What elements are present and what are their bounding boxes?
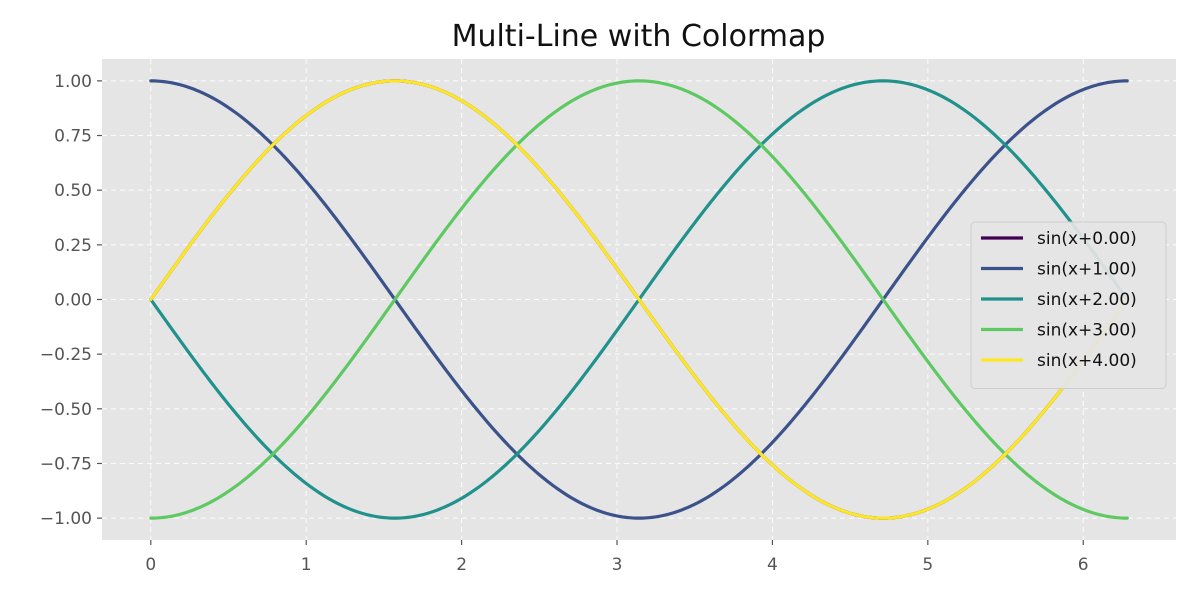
legend: sin(x+0.00) sin(x+1.00) sin(x+2.00) sin(x+3… [970,221,1167,389]
legend-label: sin(x+3.00) [1037,321,1137,341]
y-tick-label: 0.75 [54,127,92,147]
x-tick-label: 0 [145,555,156,575]
x-axis-ticks: 0 1 2 3 4 5 6 [145,540,1089,575]
legend-label: sin(x+1.00) [1037,260,1137,280]
y-axis-ticks: 1.00 0.75 0.50 0.25 0.00 −0.25 −0.50 −0.75 −1.00 [40,72,102,529]
x-tick-label: 1 [301,555,312,575]
x-tick-label: 5 [922,555,933,575]
y-tick-label: −1.00 [40,509,92,529]
x-tick-label: 4 [767,555,778,575]
x-tick-label: 3 [612,555,623,575]
series-line-1 [149,79,1129,520]
legend-box [970,221,1167,389]
y-tick-label: 0.00 [54,291,92,311]
y-tick-label: 1.00 [54,72,92,92]
chart-title: Multi-Line with Colormap [452,19,826,54]
y-tick-label: 0.50 [54,181,92,201]
y-tick-label: −0.25 [40,345,92,365]
series-line-4 [149,79,1129,520]
x-tick-label: 6 [1078,555,1089,575]
legend-label: sin(x+2.00) [1037,290,1137,310]
legend-label: sin(x+4.00) [1037,351,1137,371]
legend-label: sin(x+0.00) [1037,229,1137,249]
series-line-3 [149,79,1129,520]
y-tick-label: 0.25 [54,236,92,256]
y-tick-label: −0.75 [40,454,92,474]
series-lines [149,79,1129,520]
x-tick-label: 2 [456,555,467,575]
y-tick-label: −0.50 [40,400,92,420]
